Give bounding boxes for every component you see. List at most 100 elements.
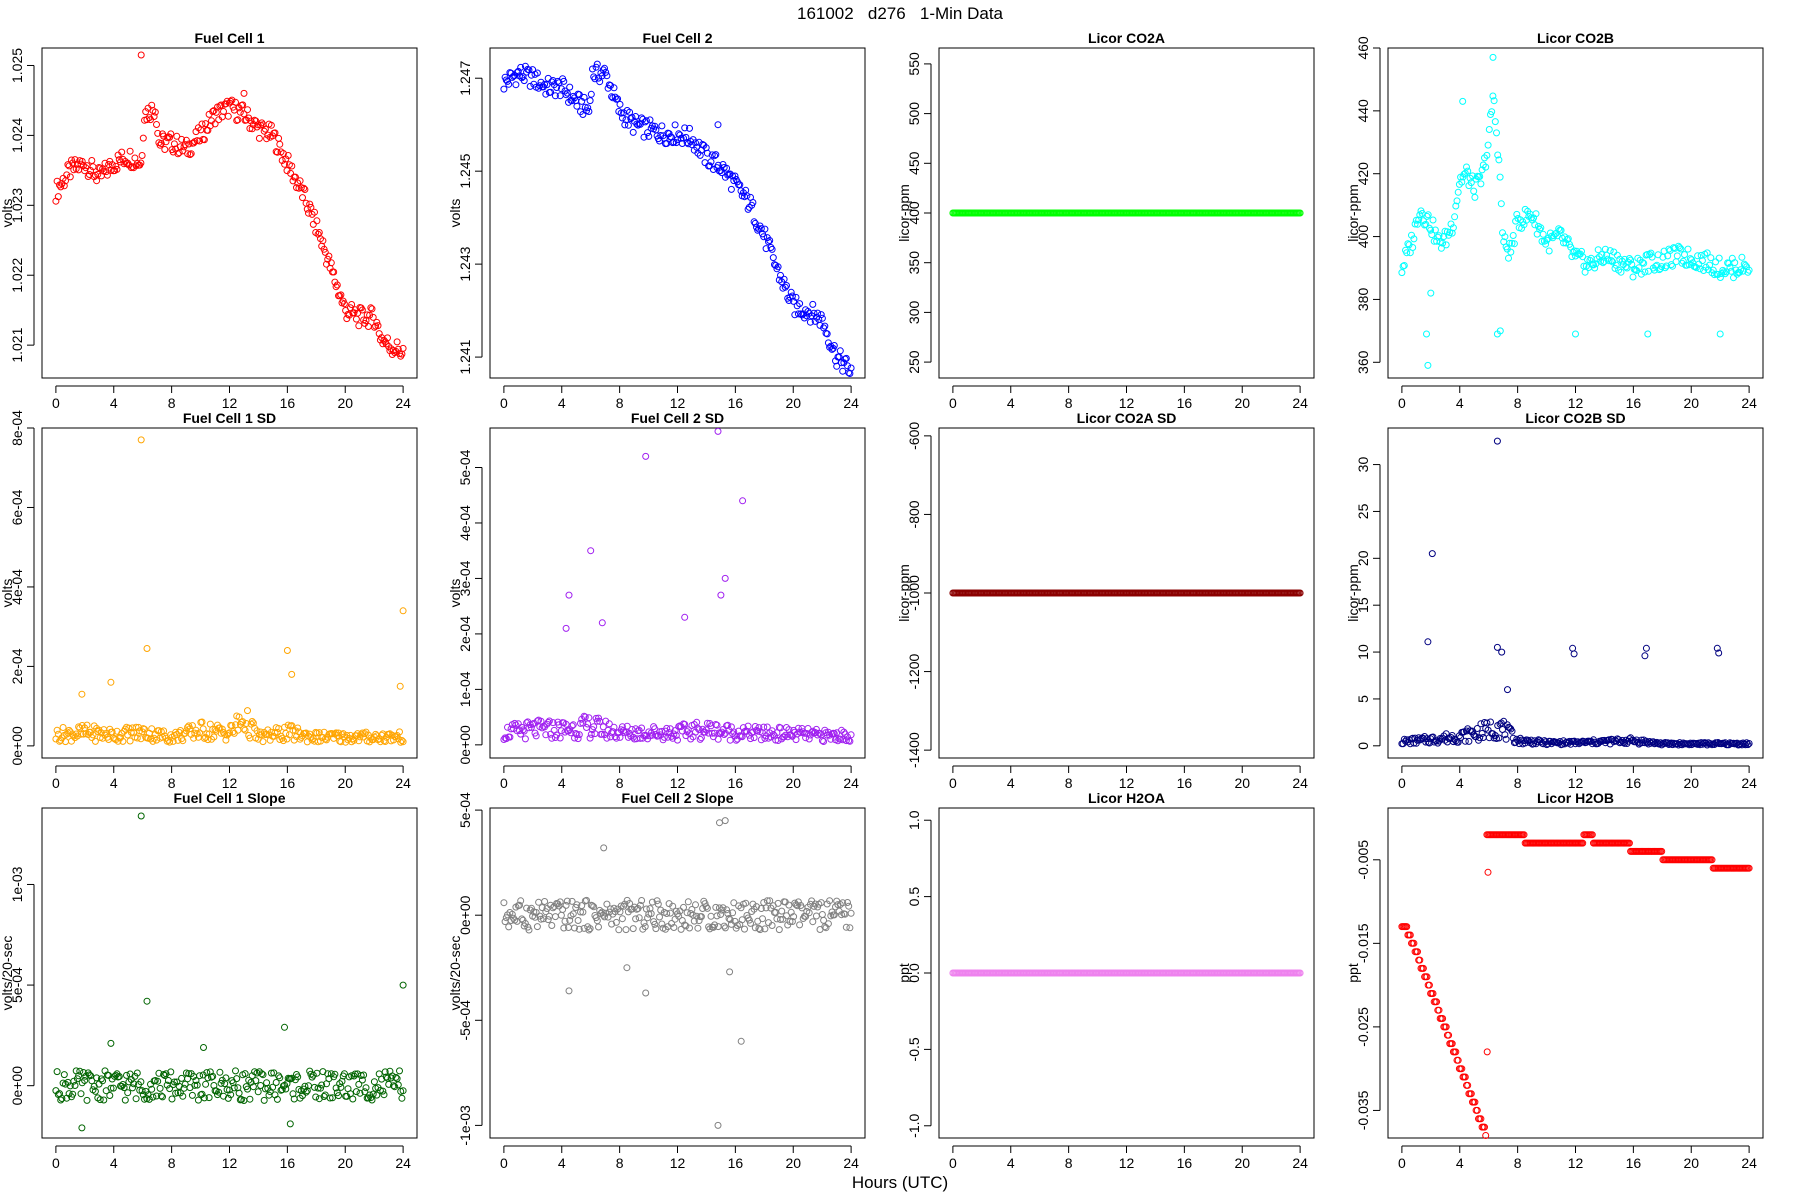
panel-title: Fuel Cell 1 xyxy=(194,30,264,46)
data-point xyxy=(557,85,565,93)
data-point xyxy=(1738,253,1746,261)
data-point xyxy=(847,731,855,739)
data-point xyxy=(759,915,766,923)
data-point xyxy=(94,170,102,178)
data-point xyxy=(1440,233,1448,240)
data-point xyxy=(1673,252,1681,260)
data-point xyxy=(1606,247,1614,255)
data-point xyxy=(327,259,335,267)
data-point xyxy=(192,1077,200,1084)
data-point xyxy=(697,913,705,921)
y-tick-label: 0e+00 xyxy=(9,1066,25,1106)
data-point xyxy=(777,916,784,923)
data-point xyxy=(308,1073,316,1081)
data-point xyxy=(642,452,650,460)
data-point xyxy=(551,92,559,100)
y-tick-label: 1.022 xyxy=(9,257,25,292)
data-point xyxy=(193,1081,201,1089)
x-tick-label: 12 xyxy=(222,395,238,411)
data-point xyxy=(373,318,381,326)
data-point xyxy=(1715,254,1723,262)
data-point xyxy=(501,918,509,926)
data-point xyxy=(818,911,826,918)
data-point xyxy=(1481,1123,1488,1131)
data-point xyxy=(573,102,581,110)
data-point xyxy=(178,135,186,143)
data-point xyxy=(349,1095,357,1103)
data-point xyxy=(1625,839,1633,847)
data-point xyxy=(601,64,608,72)
data-point xyxy=(1403,923,1411,931)
y-tick-label: 440 xyxy=(1355,99,1371,123)
data-point xyxy=(500,899,508,907)
data-point xyxy=(652,925,660,933)
data-point xyxy=(783,912,790,920)
data-point xyxy=(79,1069,87,1076)
data-point xyxy=(1459,97,1467,105)
data-point xyxy=(1473,1106,1481,1114)
data-point xyxy=(670,924,678,931)
data-point xyxy=(125,1078,133,1086)
data-point xyxy=(1703,249,1711,257)
data-point xyxy=(694,924,702,932)
data-point xyxy=(541,898,549,905)
data-point xyxy=(561,917,569,925)
data-point xyxy=(586,734,594,742)
data-point xyxy=(1451,213,1459,221)
data-point xyxy=(600,844,608,852)
data-point xyxy=(65,726,73,734)
panel-title: Fuel Cell 2 xyxy=(642,30,712,46)
y-tick-label: 1.0 xyxy=(906,810,922,830)
x-tick-label: 0 xyxy=(52,1155,60,1171)
y-tick-label: 0.0 xyxy=(906,963,922,983)
data-point xyxy=(750,734,758,742)
data-point xyxy=(1588,831,1596,839)
data-point xyxy=(644,129,652,137)
data-point xyxy=(729,909,737,917)
data-point xyxy=(107,678,115,686)
data-point xyxy=(774,263,782,271)
data-point xyxy=(696,735,704,743)
data-point xyxy=(1500,717,1508,725)
x-tick-label: 0 xyxy=(1398,775,1406,791)
data-point xyxy=(153,736,160,744)
data-point xyxy=(519,726,527,734)
data-point xyxy=(762,904,770,912)
data-point xyxy=(583,896,590,904)
y-tick-label: -1000 xyxy=(906,575,922,611)
data-point xyxy=(617,902,625,910)
data-point xyxy=(1591,264,1599,272)
x-tick-label: 8 xyxy=(168,395,176,411)
data-point xyxy=(1477,1115,1485,1123)
data-point xyxy=(684,898,692,906)
data-point xyxy=(790,913,798,921)
data-point xyxy=(1599,259,1607,267)
x-tick-label: 24 xyxy=(1741,395,1757,411)
data-point xyxy=(726,968,734,976)
data-point xyxy=(1445,1031,1453,1039)
data-point xyxy=(525,926,533,934)
x-tick-label: 20 xyxy=(785,395,801,411)
data-point xyxy=(88,157,96,164)
data-point xyxy=(115,1073,123,1080)
data-point xyxy=(59,724,67,731)
data-point xyxy=(769,254,777,262)
data-point xyxy=(230,1084,238,1092)
data-point xyxy=(586,97,594,105)
data-point xyxy=(812,912,820,920)
data-point xyxy=(580,712,588,720)
data-point xyxy=(747,919,754,927)
data-point xyxy=(1617,268,1625,276)
data-point xyxy=(204,1074,212,1082)
data-point xyxy=(545,717,553,725)
x-tick-label: 12 xyxy=(222,775,238,791)
data-point xyxy=(200,1094,208,1102)
data-point xyxy=(1721,270,1729,278)
data-point xyxy=(252,1077,260,1085)
data-point xyxy=(1409,244,1417,251)
data-point xyxy=(729,730,737,738)
data-point xyxy=(119,737,127,745)
data-point xyxy=(560,77,568,85)
data-point xyxy=(1419,964,1427,972)
y-tick-label: -600 xyxy=(906,422,922,450)
